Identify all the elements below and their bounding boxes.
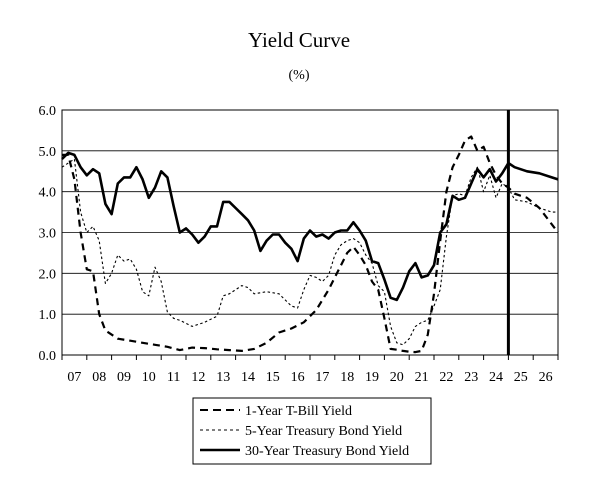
x-tick-label: 10 — [142, 370, 156, 385]
x-tick-label: 19 — [365, 370, 379, 385]
x-tick-label: 25 — [514, 370, 528, 385]
x-tick-label: 11 — [167, 370, 180, 385]
x-tick-label: 26 — [539, 370, 553, 385]
x-tick-label: 13 — [216, 370, 230, 385]
chart-title: Yield Curve — [247, 28, 351, 52]
series-line-30yr-treasury — [61, 151, 559, 302]
y-tick-label: 4.0 — [39, 186, 57, 201]
y-tick-label: 1.0 — [39, 308, 57, 323]
x-tick-label: 18 — [340, 370, 354, 385]
x-tick-label: 12 — [191, 370, 205, 385]
x-tick-label: 17 — [315, 370, 329, 385]
x-tick-label: 22 — [439, 370, 453, 385]
x-tick-label: 15 — [266, 370, 280, 385]
chart-subtitle: (%) — [288, 68, 310, 83]
legend-label-5yr: 5-Year Treasury Bond Yield — [245, 424, 402, 439]
y-tick-label: 2.0 — [39, 267, 57, 282]
x-tick-label: 21 — [415, 370, 429, 385]
y-tick-label: 3.0 — [39, 227, 57, 242]
grid-layer — [62, 150, 558, 315]
series-line-1yr-tbill — [62, 135, 559, 354]
y-tick-label: 0.0 — [39, 349, 57, 364]
y-tick-label: 6.0 — [39, 104, 57, 119]
x-tick-label: 08 — [92, 370, 106, 385]
x-tick-label: 24 — [489, 370, 503, 385]
legend-label-30yr: 30-Year Treasury Bond Yield — [245, 444, 409, 459]
series-line-5yr-treasury — [61, 158, 558, 346]
x-tick-label: 16 — [291, 370, 305, 385]
x-tick-label: 09 — [117, 370, 131, 385]
series-layer — [61, 135, 559, 354]
legend-label-1yr: 1-Year T-Bill Yield — [245, 404, 352, 419]
legend: 1-Year T-Bill Yield 5-Year Treasury Bond… — [192, 397, 432, 465]
x-tick-label: 14 — [241, 370, 255, 385]
x-tick-label: 23 — [464, 370, 478, 385]
x-tick-label: 07 — [67, 370, 81, 385]
axis-layer: 0.0 1.0 2.0 3.0 4.0 5.0 6.0 07 08 09 10 11 12 13 14 15 1… — [39, 104, 559, 385]
x-tick-label: 20 — [390, 370, 404, 385]
y-tick-label: 5.0 — [39, 145, 57, 160]
